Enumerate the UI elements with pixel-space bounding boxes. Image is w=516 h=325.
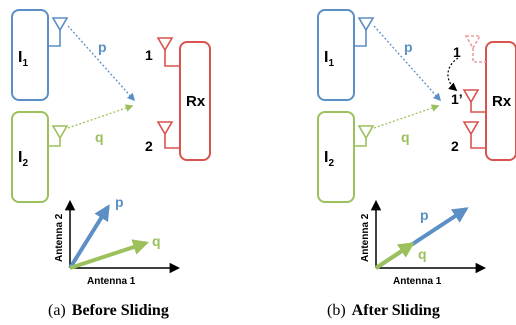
vector-p-arrow	[68, 204, 110, 270]
antenna1-axis-label: Antenna 1	[393, 276, 442, 287]
channel-p-arrow	[67, 25, 136, 102]
antenna1-axis-label: Antenna 1	[87, 276, 136, 287]
slide-arrow	[447, 57, 459, 92]
interferer-2-label: I2	[18, 149, 28, 169]
channel-p-label: p	[404, 39, 413, 55]
receiver-label: Rx	[186, 93, 206, 110]
vector-q-label: q	[152, 233, 161, 249]
rx-antenna-1-icon	[156, 37, 180, 67]
caption-a: (a) Before Sliding	[48, 302, 169, 319]
interferer-2-antenna-icon	[48, 125, 69, 147]
interferer-2-box	[317, 111, 355, 203]
channel-q-label: q	[95, 129, 104, 145]
interferer-1-box	[11, 9, 49, 101]
channel-p-arrow	[373, 25, 442, 102]
receiver-box	[179, 41, 211, 161]
panel-before-sliding: I1 I2 Rx 1 2 p q Anten	[11, 9, 211, 319]
rx-antenna-2-icon	[462, 121, 486, 149]
vector-q-label: q	[418, 246, 427, 262]
channel-q-arrow	[67, 104, 134, 129]
interferer-2-antenna-icon	[354, 125, 375, 147]
channel-q-label: q	[401, 129, 410, 145]
interferer-1-label: I1	[18, 49, 28, 69]
interferer-2-label: I2	[324, 149, 334, 169]
rx-antenna-1-moved-icon	[462, 89, 486, 113]
interferer-1-box	[317, 9, 355, 101]
receiver-box	[485, 41, 516, 161]
interferer-1-label: I1	[324, 49, 334, 69]
interferer-1-antenna-icon	[354, 17, 375, 47]
receiver-label: Rx	[492, 93, 512, 110]
rx-antenna-1-label: 1	[145, 47, 153, 63]
vector-p-label: p	[115, 194, 124, 210]
interferer-2-box	[11, 111, 49, 203]
interferer-1-antenna-icon	[48, 17, 69, 47]
panel-after-sliding: I1 I2 Rx 1 1’ 2	[317, 9, 516, 319]
vector-q-arrow	[69, 239, 150, 270]
rx-antenna-2-label: 2	[145, 138, 153, 154]
channel-p-label: p	[98, 39, 107, 55]
antenna2-axis-label: Antenna 2	[360, 213, 371, 262]
vector-p-label: p	[420, 207, 429, 223]
channel-q-arrow	[373, 104, 440, 129]
rx-antenna-1-moved-label: 1’	[451, 91, 463, 107]
rx-antenna-2-label: 2	[451, 138, 459, 154]
rx-antenna-1-ghost-icon	[464, 35, 486, 63]
antenna2-axis-label: Antenna 2	[54, 213, 65, 262]
caption-b: (b) After Sliding	[327, 302, 440, 319]
rx-antenna-1-label: 1	[453, 44, 461, 60]
vector-q-arrow	[374, 242, 415, 270]
rx-antenna-2-icon	[156, 121, 180, 149]
